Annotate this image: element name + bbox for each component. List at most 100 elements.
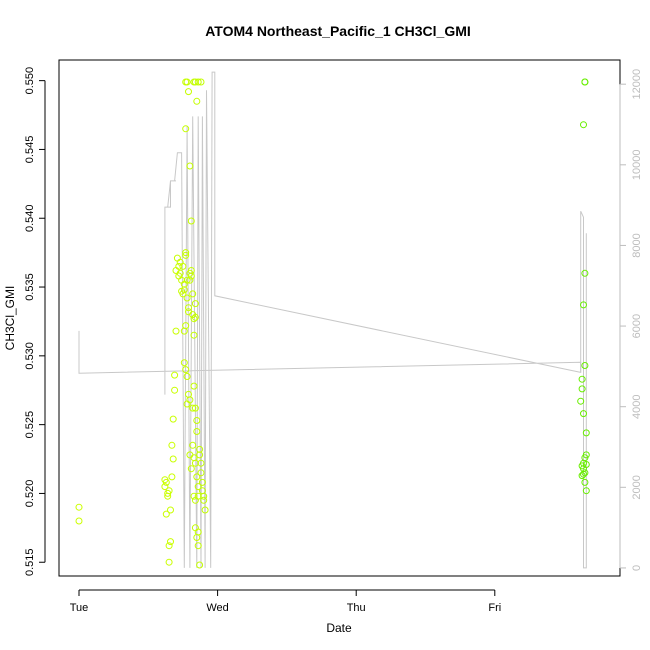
data-point <box>168 441 176 449</box>
data-point <box>194 528 202 536</box>
data-point <box>196 451 204 459</box>
series-points-layer <box>75 78 590 569</box>
data-point <box>200 496 208 504</box>
y-tick-label: 0.530 <box>24 342 36 370</box>
data-point <box>182 251 190 259</box>
data-point <box>161 483 169 491</box>
x-axis: Tue Wed Thu Fri <box>70 589 501 614</box>
data-point <box>577 397 585 405</box>
data-point <box>193 417 201 424</box>
data-point <box>190 492 198 500</box>
data-point <box>580 301 587 309</box>
data-point <box>171 386 179 394</box>
data-point <box>180 286 188 294</box>
data-point <box>201 506 209 514</box>
y2-axis: 0 2000 4000 6000 8000 10000 12000 <box>619 69 643 571</box>
data-point <box>582 487 590 495</box>
data-point <box>189 441 197 449</box>
x-tick-label: Thu <box>347 602 366 614</box>
data-point <box>75 503 83 511</box>
data-point <box>578 375 586 383</box>
data-point <box>182 125 190 133</box>
data-point <box>580 121 587 129</box>
data-point <box>580 470 587 478</box>
data-point <box>167 506 174 514</box>
data-point <box>169 415 177 423</box>
y-tick-label: 0.515 <box>24 548 36 576</box>
y2-tick-label: 0 <box>631 565 643 571</box>
y-axis: 0.515 0.520 0.525 0.530 0.535 0.540 0.545 0.550 <box>24 67 46 576</box>
data-point <box>194 542 202 550</box>
data-point <box>193 473 201 481</box>
data-point <box>581 362 589 369</box>
chart-title: ATOM4 Northeast_Pacific_1 CH3Cl_GMI <box>205 23 471 39</box>
data-point <box>182 322 190 330</box>
data-point <box>165 558 173 566</box>
data-point <box>196 561 204 569</box>
data-point <box>165 542 173 550</box>
plot-frame <box>58 59 621 577</box>
data-point <box>582 461 590 468</box>
data-point <box>578 472 586 480</box>
data-point <box>198 478 206 486</box>
y-tick-label: 0.525 <box>24 411 36 439</box>
data-point <box>190 331 198 339</box>
data-point <box>578 385 586 393</box>
y-tick-label: 0.550 <box>24 67 36 95</box>
data-point <box>187 465 195 473</box>
data-point <box>581 478 589 486</box>
series-line-segment <box>580 210 587 569</box>
data-point <box>193 428 201 435</box>
y2-tick-label: 2000 <box>631 475 643 499</box>
y-tick-label: 0.545 <box>24 136 36 164</box>
data-point <box>200 492 208 500</box>
data-point <box>581 78 589 86</box>
data-point <box>176 269 184 277</box>
data-point <box>168 473 176 481</box>
y2-tick-label: 8000 <box>631 233 643 257</box>
data-point <box>189 404 197 412</box>
data-point <box>179 290 187 298</box>
y2-tick-label: 10000 <box>631 150 643 181</box>
data-point <box>162 510 170 518</box>
data-point <box>183 400 191 408</box>
data-point <box>191 300 199 308</box>
y-tick-label: 0.520 <box>24 480 36 508</box>
x-axis-label: Date <box>326 621 352 635</box>
data-point <box>190 315 198 323</box>
data-point <box>197 459 205 467</box>
data-point <box>582 429 590 437</box>
data-point <box>187 272 195 280</box>
data-point <box>189 290 197 298</box>
x-tick-label: Fri <box>488 602 501 614</box>
series-line <box>78 71 582 568</box>
data-point <box>171 371 179 379</box>
data-point <box>182 366 190 374</box>
y2-tick-label: 4000 <box>631 394 643 418</box>
data-point <box>182 249 190 257</box>
data-point <box>578 462 586 470</box>
y-axis-label: CH3Cl_GMI <box>3 286 17 351</box>
data-point <box>186 276 194 284</box>
data-point <box>193 97 201 105</box>
data-point <box>186 162 194 170</box>
data-point <box>580 410 587 418</box>
data-point <box>197 78 205 86</box>
data-point <box>581 269 589 277</box>
data-point <box>75 517 83 525</box>
data-point <box>191 496 199 504</box>
data-point <box>187 217 195 225</box>
data-point <box>167 538 174 546</box>
data-point <box>169 455 177 463</box>
data-point <box>183 276 191 284</box>
data-point <box>194 78 202 86</box>
data-point <box>183 294 191 302</box>
data-point <box>175 262 183 270</box>
data-point <box>179 262 187 270</box>
data-point <box>180 359 188 367</box>
series-line-layer <box>78 71 587 569</box>
y2-tick-label: 12000 <box>631 69 643 100</box>
y-tick-label: 0.535 <box>24 273 36 301</box>
x-tick-label: Tue <box>70 602 89 614</box>
